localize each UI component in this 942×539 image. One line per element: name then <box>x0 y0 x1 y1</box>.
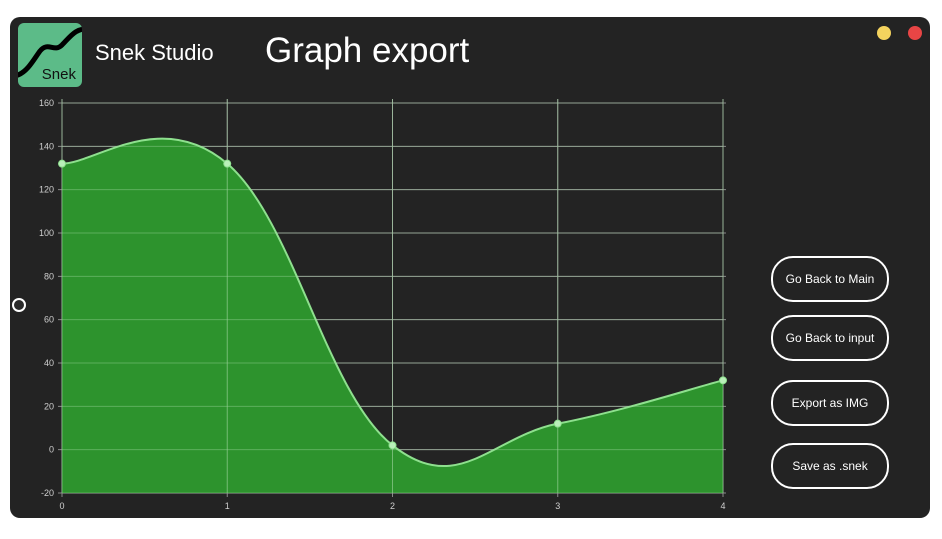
go-back-main-button[interactable]: Go Back to Main <box>771 256 889 302</box>
x-tick-label: 3 <box>555 501 560 511</box>
close-button[interactable] <box>908 26 922 40</box>
y-tick-label: 80 <box>44 271 54 281</box>
series-line <box>61 137 724 467</box>
logo-text: Snek <box>41 66 76 83</box>
go-back-input-button[interactable]: Go Back to input <box>771 315 889 361</box>
area-chart: -20 0 20 40 60 80 100 120 140 160 0 1 2 3 4 <box>39 98 727 511</box>
app-logo: Snek <box>18 23 82 87</box>
y-tick-label: 60 <box>44 315 54 325</box>
y-tick-label: 140 <box>39 141 54 151</box>
y-tick-label: 0 <box>49 445 54 455</box>
x-tick-label: 4 <box>720 501 725 511</box>
y-tick-label: 20 <box>44 401 54 411</box>
data-point <box>223 159 232 168</box>
x-tick-label: 0 <box>59 501 64 511</box>
page-title: Graph export <box>265 31 470 70</box>
x-tick-label: 2 <box>390 501 395 511</box>
minimize-button[interactable] <box>877 26 891 40</box>
app-name: Snek Studio <box>95 40 214 65</box>
data-point <box>58 159 66 168</box>
y-tick-label: 120 <box>39 185 54 195</box>
x-tick-label: 1 <box>225 501 230 511</box>
y-tick-label: -20 <box>41 488 54 498</box>
data-point <box>388 441 397 450</box>
data-point <box>719 376 727 385</box>
y-tick-label: 160 <box>39 98 54 108</box>
sidebar-toggle[interactable] <box>12 298 26 312</box>
snake-icon <box>18 26 82 78</box>
y-tick-label: 100 <box>39 228 54 238</box>
save-snek-button[interactable]: Save as .snek <box>771 443 889 489</box>
app-window: Snek Snek Studio Graph export -20 0 20 40 60… <box>10 17 930 518</box>
export-img-button[interactable]: Export as IMG <box>771 380 889 426</box>
data-point <box>553 419 562 428</box>
y-tick-label: 40 <box>44 358 54 368</box>
